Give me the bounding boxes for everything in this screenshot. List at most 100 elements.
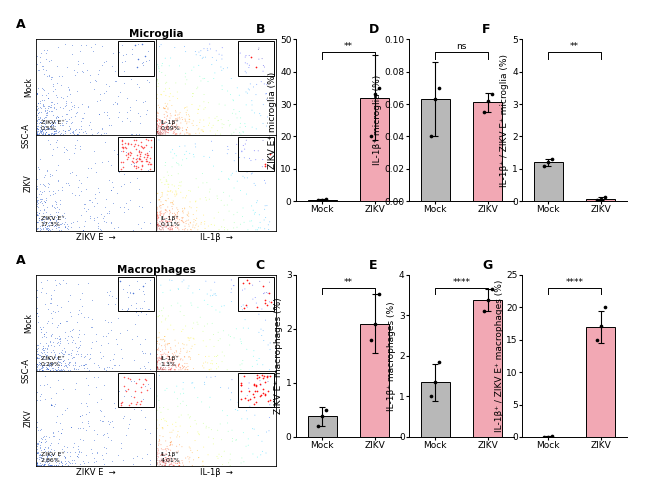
- Point: [153, 80, 164, 88]
- Point: [152, 116, 162, 124]
- Point: [121, 151, 131, 159]
- Point: [38, 361, 49, 369]
- Point: [42, 224, 52, 232]
- Point: [58, 351, 68, 358]
- Point: [94, 90, 105, 98]
- Text: ns: ns: [456, 42, 467, 52]
- Point: [131, 63, 142, 71]
- Point: [236, 338, 246, 346]
- Point: [200, 379, 210, 386]
- Point: [228, 97, 239, 105]
- Point: [101, 444, 111, 452]
- Point: [183, 429, 193, 436]
- Point: [116, 444, 126, 452]
- Point: [45, 191, 55, 198]
- Point: [201, 342, 211, 350]
- Point: [157, 224, 167, 232]
- Point: [38, 129, 49, 137]
- Point: [46, 294, 57, 302]
- Point: [43, 462, 53, 469]
- Point: [71, 344, 81, 352]
- Point: [201, 196, 211, 204]
- Point: [265, 218, 275, 226]
- Point: [74, 362, 85, 370]
- Point: [265, 372, 276, 380]
- Point: [249, 380, 259, 388]
- Point: [129, 393, 140, 401]
- Point: [103, 121, 114, 129]
- Point: [213, 117, 223, 125]
- Point: [161, 456, 172, 464]
- Point: [153, 344, 164, 352]
- Point: [232, 84, 242, 92]
- Point: [118, 143, 128, 151]
- Point: [49, 342, 60, 350]
- Point: [73, 57, 83, 65]
- Point: [142, 136, 153, 144]
- Point: [42, 380, 52, 388]
- Point: [53, 357, 63, 365]
- Point: [157, 456, 168, 464]
- Point: [242, 392, 252, 400]
- Point: [157, 217, 167, 224]
- Point: [101, 332, 111, 340]
- Point: [260, 300, 270, 307]
- Point: [115, 399, 125, 407]
- Point: [154, 312, 164, 320]
- Point: [173, 339, 183, 347]
- Point: [33, 125, 44, 133]
- Point: [114, 49, 125, 56]
- Point: [155, 212, 166, 219]
- Point: [97, 125, 107, 133]
- Point: [242, 226, 253, 234]
- Point: [257, 331, 267, 339]
- Point: [184, 187, 194, 194]
- Point: [110, 67, 120, 75]
- Point: [160, 336, 170, 344]
- Point: [190, 48, 201, 55]
- Point: [122, 144, 132, 152]
- Point: [203, 359, 213, 367]
- Point: [265, 346, 275, 354]
- Point: [161, 176, 172, 184]
- Point: [62, 317, 72, 325]
- Point: [32, 361, 43, 369]
- Point: [38, 65, 48, 73]
- Point: [48, 446, 58, 454]
- Point: [83, 164, 93, 172]
- Point: [317, 412, 327, 420]
- Point: [183, 220, 194, 228]
- Point: [155, 116, 166, 124]
- Point: [161, 217, 171, 224]
- Point: [138, 287, 148, 295]
- Point: [159, 110, 170, 118]
- Point: [181, 192, 192, 200]
- Point: [242, 396, 253, 404]
- Point: [32, 128, 42, 136]
- Point: [47, 225, 57, 233]
- Point: [109, 361, 119, 369]
- Point: [369, 320, 380, 327]
- Point: [40, 461, 51, 468]
- Point: [62, 224, 72, 232]
- Point: [38, 46, 49, 54]
- Point: [55, 334, 65, 342]
- Point: [50, 220, 60, 228]
- Point: [200, 75, 210, 82]
- Point: [117, 398, 127, 406]
- Point: [257, 163, 268, 170]
- Point: [161, 218, 171, 225]
- Point: [263, 289, 274, 297]
- Point: [155, 130, 166, 138]
- Point: [40, 66, 51, 74]
- Point: [38, 363, 48, 371]
- Point: [240, 316, 250, 324]
- Point: [32, 462, 43, 469]
- Point: [254, 328, 264, 336]
- Point: [164, 84, 175, 92]
- Point: [154, 457, 164, 464]
- Point: [108, 183, 118, 191]
- Point: [171, 448, 181, 456]
- Point: [203, 353, 214, 360]
- Point: [49, 100, 59, 108]
